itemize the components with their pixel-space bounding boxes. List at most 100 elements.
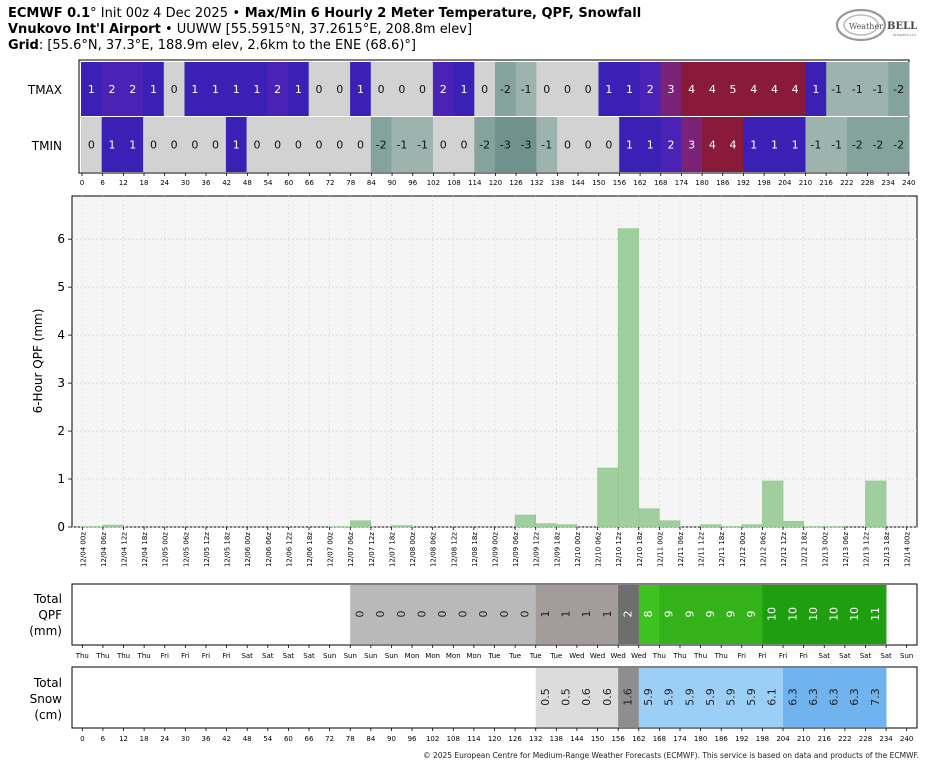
model-name: ECMWF 0.1 [8, 6, 91, 21]
hour-tick-label: 30 [181, 179, 190, 187]
tmin-cell [867, 117, 889, 172]
hour-tick-bottom-label: 66 [305, 735, 314, 743]
tmax-value: 0 [564, 83, 571, 96]
qpf-bar [349, 520, 372, 528]
qpf-x-tick-label: 12/09 12z [533, 532, 541, 567]
qpf-x-tick-label: 12/11 12z [698, 532, 706, 567]
total-snow-value: 6.3 [807, 688, 820, 706]
tmin-value: -1 [396, 139, 407, 152]
copyright-footer: © 2025 European Centre for Medium-Range … [423, 751, 919, 760]
hour-tick-bottom-label: 210 [797, 735, 810, 743]
qpf-bar [556, 524, 578, 528]
tmax-value: 1 [191, 83, 198, 96]
qpf-x-tick-label: 12/06 12z [285, 532, 293, 567]
qpf-bar [865, 480, 887, 528]
total-snow-value: 5.9 [745, 688, 758, 706]
station-name: Vnukovo Int'l Airport [8, 22, 161, 37]
day-tick-label: Thu [75, 652, 89, 660]
qpf-x-tick-label: 12/07 06z [347, 532, 355, 567]
hour-tick-bottom-label: 216 [818, 735, 832, 743]
day-tick-label: Fri [202, 652, 210, 660]
tmax-cell [515, 62, 537, 116]
tmin-value: -1 [831, 139, 842, 152]
total-qpf-value: 0 [395, 611, 408, 618]
svg-text:BELL: BELL [887, 21, 917, 32]
qpf-x-tick-label: 12/11 18z [718, 532, 726, 567]
tmin-value: 1 [109, 139, 116, 152]
tmax-cell [681, 62, 703, 116]
tmin-value: 1 [626, 139, 633, 152]
tmin-value: -2 [376, 139, 387, 152]
qpf-y-tick-label: 3 [57, 376, 65, 390]
day-tick-label: Fri [161, 652, 169, 660]
hour-tick-label: 84 [367, 179, 376, 187]
qpf-bar [391, 525, 413, 528]
total-snow-value: 6.3 [848, 688, 861, 706]
tmax-cell [826, 62, 848, 116]
tmax-cell [288, 62, 310, 116]
qpf-bar [535, 523, 557, 528]
hour-tick-label: 180 [695, 179, 708, 187]
tmax-value: 5 [730, 83, 737, 96]
tmin-value: 1 [129, 139, 136, 152]
qpf-x-tick-label: 12/09 00z [492, 532, 500, 567]
total-snow-value: 5.9 [683, 688, 696, 706]
total-qpf-cell [844, 585, 866, 644]
hour-tick-label: 144 [571, 179, 585, 187]
tmax-cell [722, 62, 744, 116]
tmax-cell [308, 62, 330, 116]
tmax-cell [350, 62, 372, 116]
total-qpf-cell [350, 585, 372, 644]
qpf-x-tick-label: 12/04 12z [121, 532, 129, 567]
tmax-value: 0 [336, 83, 343, 96]
total-qpf-value: 9 [683, 611, 696, 618]
day-tick-label: Thu [116, 652, 130, 660]
hour-tick-bottom-label: 84 [366, 735, 375, 743]
tmin-cell [474, 117, 496, 172]
hour-tick-label: 132 [530, 179, 543, 187]
total-qpf-cell [556, 585, 578, 644]
day-tick-label: Sat [303, 652, 315, 660]
hour-tick-label: 174 [675, 179, 689, 187]
tmax-cell [205, 62, 227, 116]
total-snow-cell [556, 668, 578, 727]
hour-tick-bottom-label: 138 [550, 735, 563, 743]
total-qpf-cell [679, 585, 701, 644]
tmax-value: 1 [460, 83, 467, 96]
tmax-cell [867, 62, 889, 116]
tmin-cell [122, 117, 144, 172]
total-qpf-cell [597, 585, 619, 644]
total-snow-value: 0.6 [580, 688, 593, 706]
tmax-cell [329, 62, 351, 116]
tmin-cell [267, 117, 289, 172]
total-qpf-cell [803, 585, 825, 644]
tmax-cell [743, 62, 765, 116]
hour-tick-bottom-label: 18 [140, 735, 149, 743]
day-tick-label: Mon [425, 652, 440, 660]
tmin-value: 0 [212, 139, 219, 152]
hour-tick-label: 162 [633, 179, 646, 187]
hour-tick-label: 36 [202, 179, 211, 187]
hour-axis-top: 0 6 12 18 24 30 36 42 48 54 60 66 72 78 84 90 96 102 108 11… [80, 173, 915, 187]
qpf-bar [700, 524, 722, 528]
tmax-value: 0 [398, 83, 405, 96]
tmax-cell [805, 62, 827, 116]
total-snow-value: 7.3 [869, 688, 882, 706]
tmin-cell [288, 117, 310, 172]
hour-tick-bottom-label: 24 [160, 735, 169, 743]
qpf-x-tick-label: 12/05 00z [162, 532, 170, 567]
qpf-bar [782, 520, 804, 528]
day-tick-label: Thu [137, 652, 151, 660]
tmax-cell [619, 62, 641, 116]
tmin-cell [515, 117, 537, 172]
tmin-value: 0 [585, 139, 592, 152]
qpf-x-tick-label: 12/13 00z [821, 532, 829, 567]
tmin-cell [350, 117, 372, 172]
tmin-cell [536, 117, 558, 172]
qpf-x-tick-label: 12/09 18z [553, 532, 561, 567]
tmax-value: 1 [150, 83, 157, 96]
day-tick-label: Thu [693, 652, 707, 660]
tmax-cell [143, 62, 165, 116]
